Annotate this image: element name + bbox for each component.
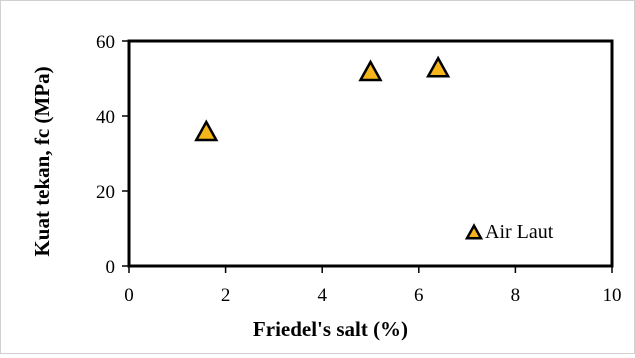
legend-marker-air-laut bbox=[464, 223, 484, 240]
x-axis-title: Friedel's salt (%) bbox=[253, 317, 408, 341]
x-tick-label: 8 bbox=[511, 285, 521, 306]
data-point-triangle bbox=[194, 119, 219, 142]
legend: Air Laut bbox=[464, 221, 554, 243]
x-axis: 0 2 4 6 8 10 bbox=[124, 266, 622, 306]
x-tick-label: 10 bbox=[603, 285, 622, 306]
y-tick-label: 0 bbox=[106, 257, 116, 278]
y-tick-label: 60 bbox=[96, 32, 115, 53]
y-tick-label: 40 bbox=[96, 107, 115, 128]
y-tick-label: 20 bbox=[96, 182, 115, 203]
y-axis: 0 20 40 60 bbox=[96, 32, 129, 278]
data-point-triangle bbox=[425, 55, 451, 78]
plot-area bbox=[127, 39, 614, 268]
data-point-triangle bbox=[358, 59, 383, 82]
x-tick-label: 6 bbox=[414, 285, 424, 306]
x-tick-label: 2 bbox=[221, 285, 231, 306]
legend-label-air-laut: Air Laut bbox=[485, 221, 554, 243]
x-tick-label: 4 bbox=[317, 285, 327, 306]
data-points bbox=[194, 55, 451, 142]
y-axis-title: Kuat tekan, fc (MPa) bbox=[30, 66, 54, 256]
x-tick-label: 0 bbox=[124, 285, 134, 306]
